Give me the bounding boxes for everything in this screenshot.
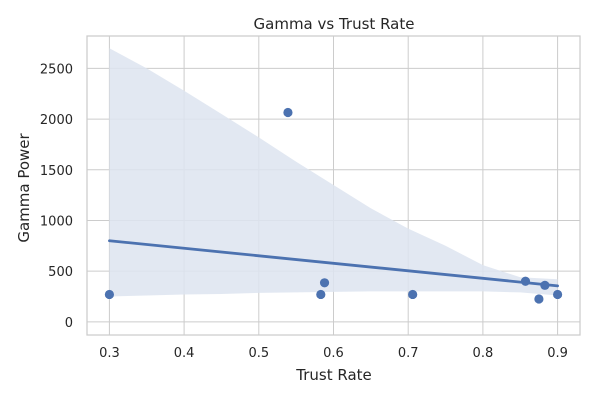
y-tick-label: 1500 <box>40 164 73 179</box>
x-tick-labels: 0.3 0.4 0.5 0.6 0.7 0.8 0.9 <box>99 346 568 361</box>
data-point <box>520 276 531 286</box>
y-tick-labels: 0 500 1000 1500 2000 2500 <box>40 62 73 330</box>
x-axis-label: Trust Rate <box>295 366 372 384</box>
data-point <box>316 289 326 300</box>
data-point <box>104 289 115 300</box>
chart-title: Gamma vs Trust Rate <box>254 15 415 33</box>
data-point <box>540 280 550 290</box>
x-tick-label: 0.8 <box>473 346 494 361</box>
x-tick-label: 0.5 <box>248 346 269 361</box>
y-tick-label: 1000 <box>40 214 73 229</box>
data-point <box>319 278 330 288</box>
data-point <box>283 107 293 118</box>
plot-frame <box>86 35 581 336</box>
x-tick-label: 0.3 <box>99 346 120 361</box>
y-axis-label: Gamma Power <box>15 132 33 242</box>
x-tick-label: 0.6 <box>323 346 344 361</box>
x-tick-label: 0.4 <box>174 346 195 361</box>
y-tick-label: 2000 <box>40 113 73 128</box>
data-point <box>552 289 563 300</box>
x-tick-label: 0.9 <box>547 346 568 361</box>
data-points <box>104 107 563 304</box>
y-tick-label: 2500 <box>40 62 73 77</box>
regression-line <box>108 239 559 288</box>
y-tick-label: 0 <box>65 316 73 331</box>
x-tick-label: 0.7 <box>398 346 419 361</box>
y-tick-label: 500 <box>48 265 73 280</box>
data-point <box>408 289 418 300</box>
data-point <box>534 294 544 304</box>
confidence-band <box>109 48 558 297</box>
